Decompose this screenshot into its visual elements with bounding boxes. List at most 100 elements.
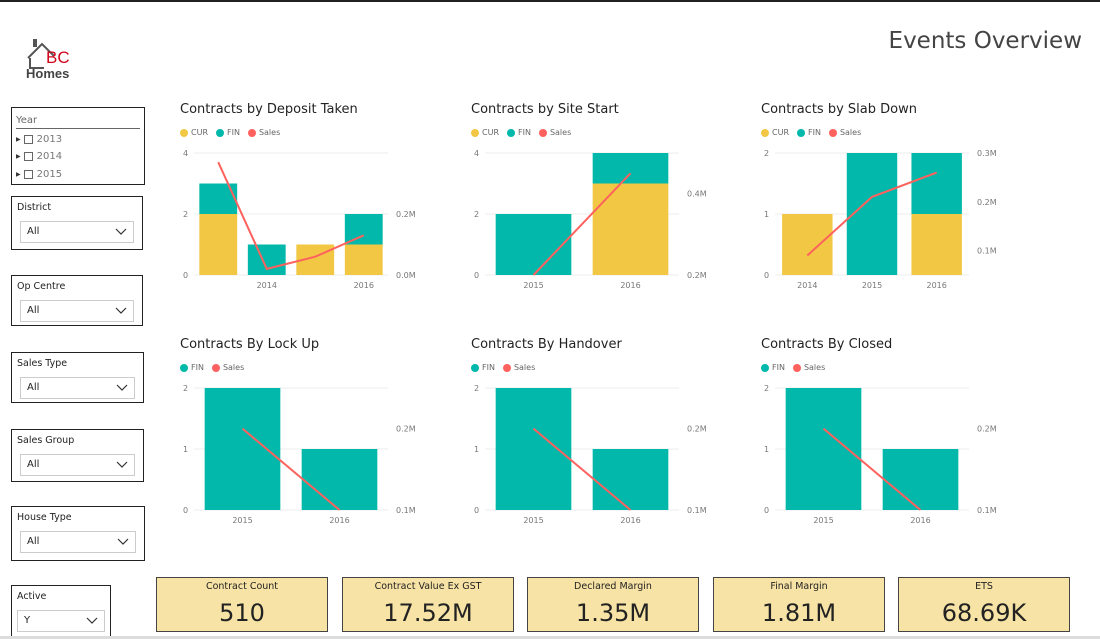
legend-item[interactable]: FIN xyxy=(797,128,821,137)
chart-deposit-taken: Contracts by Deposit Taken CUR FIN Sales 0… xyxy=(180,102,420,302)
bar-fin xyxy=(911,153,962,214)
expand-icon[interactable]: ▶ xyxy=(16,153,21,160)
legend-item[interactable]: FIN xyxy=(761,363,785,372)
legend-item[interactable]: FIN xyxy=(507,128,531,137)
legend-item[interactable]: Sales xyxy=(828,128,862,137)
op-centre-slicer: Op Centre All xyxy=(11,275,143,326)
x-tick-label: 2016 xyxy=(620,281,640,290)
year-option[interactable]: ▶ 2014 xyxy=(16,151,62,162)
legend-label: Sales xyxy=(839,128,862,137)
checkbox[interactable] xyxy=(23,135,33,144)
chart-title: Contracts By Closed xyxy=(761,337,893,352)
legend-label: Sales xyxy=(513,363,536,372)
kpi-title: Contract Count xyxy=(205,581,279,592)
legend-item[interactable]: Sales xyxy=(538,128,571,137)
legend-marker xyxy=(538,128,547,137)
y-tick-label: 1 xyxy=(474,445,479,454)
legend-item[interactable]: FIN xyxy=(471,363,495,372)
legend-item[interactable]: Sales xyxy=(502,363,536,372)
x-tick-label: 2014 xyxy=(797,281,817,290)
legend-marker xyxy=(828,128,837,137)
legend-marker xyxy=(471,128,479,137)
horizontal-scrollbar[interactable] xyxy=(0,636,1100,639)
year-option[interactable]: ▶ 2013 xyxy=(16,134,62,145)
kpi-card-contract-value[interactable]: Contract Value Ex GST 17.52M xyxy=(342,577,514,632)
active-dropdown[interactable]: Y xyxy=(17,610,105,632)
bar-cur xyxy=(911,214,962,275)
kpi-title: Contract Value Ex GST xyxy=(374,581,482,592)
bar-fin xyxy=(592,153,669,184)
legend-label: FIN xyxy=(808,128,821,137)
chevron-down-icon[interactable] xyxy=(116,458,128,470)
chart-plot: 0 1 2 0.1M 0.2M 2015 2016 xyxy=(474,384,707,525)
chart-title: Contracts by Site Start xyxy=(471,102,619,117)
legend-item[interactable]: Sales xyxy=(792,363,825,372)
legend-label: Sales xyxy=(222,363,245,372)
kpi-card-ets[interactable]: ETS 68.69K xyxy=(898,577,1070,632)
district-dropdown[interactable]: All xyxy=(20,221,134,243)
y-tick-label: 2 xyxy=(474,384,479,393)
chevron-down-icon[interactable] xyxy=(86,614,98,626)
legend-item[interactable]: Sales xyxy=(247,128,280,137)
year-option-label: 2013 xyxy=(36,134,63,145)
sales-type-dropdown[interactable]: All xyxy=(20,377,135,399)
legend-item[interactable]: CUR xyxy=(761,128,789,137)
chevron-down-icon[interactable] xyxy=(117,535,129,547)
active-slicer: Active Y xyxy=(11,585,111,637)
year-option[interactable]: ▶ 2015 xyxy=(16,169,62,180)
legend-item[interactable]: CUR xyxy=(471,128,499,137)
y2-tick-label: 0.2M xyxy=(396,210,416,219)
bar-fin xyxy=(204,388,281,510)
chart-slab-down: Contracts by Slab Down CUR FIN Sales 0 1 2 0.… xyxy=(761,102,1001,302)
bar-fin xyxy=(495,214,572,275)
x-tick-label: 2015 xyxy=(862,281,882,290)
bar-fin xyxy=(247,244,286,275)
chevron-down-icon[interactable] xyxy=(115,225,127,237)
legend-marker xyxy=(247,128,256,137)
checkbox[interactable] xyxy=(23,152,33,161)
expand-icon[interactable]: ▶ xyxy=(16,136,21,143)
chevron-down-icon[interactable] xyxy=(116,381,128,393)
y-tick-label: 1 xyxy=(764,445,769,454)
legend-marker xyxy=(502,363,511,372)
district-value: All xyxy=(27,226,40,237)
y-tick-label: 2 xyxy=(764,384,769,393)
kpi-value: 510 xyxy=(219,599,265,627)
legend-item[interactable]: CUR xyxy=(180,128,208,137)
sales-line xyxy=(217,161,365,271)
legend-item[interactable]: FIN xyxy=(216,128,240,137)
y2-tick-label: 0.1M xyxy=(687,506,707,515)
kpi-card-declared-margin[interactable]: Declared Margin 1.35M xyxy=(527,577,699,632)
op-centre-dropdown[interactable]: All xyxy=(20,300,134,322)
legend-marker xyxy=(211,363,220,372)
y-tick-label: 2 xyxy=(764,149,769,158)
expand-icon[interactable]: ▶ xyxy=(16,171,21,178)
legend-label: FIN xyxy=(227,128,240,137)
kpi-value: 1.81M xyxy=(761,599,837,627)
legend-item[interactable]: Sales xyxy=(211,363,245,372)
x-tick-label: 2014 xyxy=(257,281,277,290)
sales-type-label: Sales Type xyxy=(17,358,68,369)
house-type-dropdown[interactable]: All xyxy=(20,531,136,553)
checkbox[interactable] xyxy=(23,170,33,179)
legend-item[interactable]: FIN xyxy=(180,363,204,372)
x-tick-label: 2015 xyxy=(232,516,252,525)
sales-type-value: All xyxy=(27,382,40,393)
sales-group-dropdown[interactable]: All xyxy=(20,454,135,476)
chevron-down-icon[interactable] xyxy=(115,304,127,316)
kpi-title: Declared Margin xyxy=(574,581,652,592)
legend-marker xyxy=(797,128,805,137)
year-label: Year xyxy=(16,115,38,126)
page-title: Events Overview xyxy=(888,28,1082,54)
y2-tick-label: 0.2M xyxy=(687,271,707,280)
active-value: Y xyxy=(24,615,31,626)
bar-fin xyxy=(592,449,669,510)
bar-fin xyxy=(199,183,238,214)
legend-label: CUR xyxy=(772,128,789,137)
kpi-card-contract-count[interactable]: Contract Count 510 xyxy=(156,577,328,632)
kpi-card-final-margin[interactable]: Final Margin 1.81M xyxy=(713,577,885,632)
x-tick-label: 2015 xyxy=(523,516,543,525)
y-tick-label: 0 xyxy=(183,271,188,280)
y-tick-label: 0 xyxy=(764,506,769,515)
y-tick-label: 4 xyxy=(183,149,188,158)
